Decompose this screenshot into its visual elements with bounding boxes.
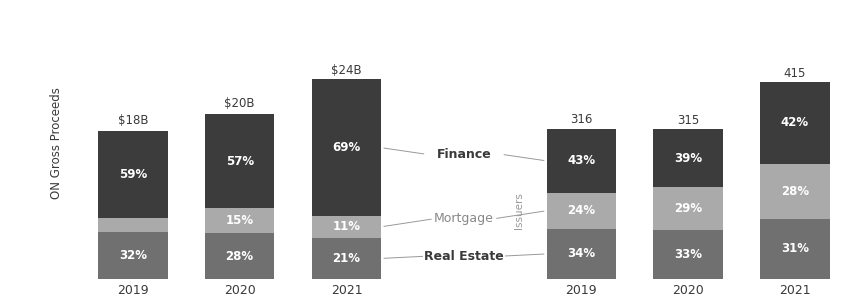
Bar: [654, 187, 723, 230]
Text: 24%: 24%: [567, 204, 596, 217]
Bar: [760, 164, 830, 219]
Bar: [654, 130, 723, 187]
Text: 28%: 28%: [781, 185, 809, 198]
Text: 57%: 57%: [226, 155, 254, 168]
Bar: [546, 129, 616, 193]
Bar: [98, 131, 168, 218]
Text: 31%: 31%: [781, 242, 809, 255]
Bar: [760, 82, 830, 164]
Bar: [654, 230, 723, 279]
Text: 33%: 33%: [675, 248, 702, 261]
Bar: [546, 193, 616, 229]
Text: 316: 316: [570, 113, 592, 126]
Text: 29%: 29%: [674, 202, 702, 215]
Bar: [312, 216, 381, 238]
Bar: [312, 238, 381, 279]
Bar: [312, 79, 381, 216]
Text: 39%: 39%: [674, 152, 702, 165]
Text: 315: 315: [677, 114, 700, 127]
Bar: [205, 233, 275, 279]
Bar: [98, 232, 168, 279]
Bar: [760, 219, 830, 279]
Text: 11%: 11%: [333, 220, 360, 233]
Y-axis label: ON Gross Proceeds: ON Gross Proceeds: [50, 87, 63, 199]
Text: 59%: 59%: [119, 168, 147, 181]
Bar: [205, 208, 275, 233]
Text: Finance: Finance: [436, 148, 491, 161]
Text: 32%: 32%: [119, 249, 147, 262]
Text: $20B: $20B: [224, 97, 255, 110]
Text: 28%: 28%: [226, 250, 254, 263]
Text: 21%: 21%: [333, 252, 360, 265]
Text: 415: 415: [784, 67, 806, 80]
Text: 42%: 42%: [781, 116, 809, 130]
Bar: [205, 114, 275, 208]
Text: $24B: $24B: [331, 64, 362, 77]
Text: Issuers: Issuers: [514, 192, 525, 229]
Bar: [98, 218, 168, 232]
Text: $18B: $18B: [118, 114, 148, 127]
Text: Real Estate: Real Estate: [424, 250, 504, 263]
Text: 15%: 15%: [226, 214, 254, 227]
Text: Mortgage: Mortgage: [434, 212, 494, 225]
Text: 34%: 34%: [567, 247, 596, 261]
Text: 43%: 43%: [567, 154, 596, 168]
Bar: [546, 229, 616, 279]
Text: 69%: 69%: [333, 141, 360, 154]
